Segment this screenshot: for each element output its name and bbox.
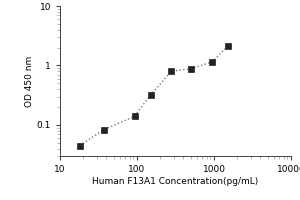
X-axis label: Human F13A1 Concentration(pg/mL): Human F13A1 Concentration(pg/mL) [92,177,259,186]
Y-axis label: OD 450 nm: OD 450 nm [25,55,34,107]
